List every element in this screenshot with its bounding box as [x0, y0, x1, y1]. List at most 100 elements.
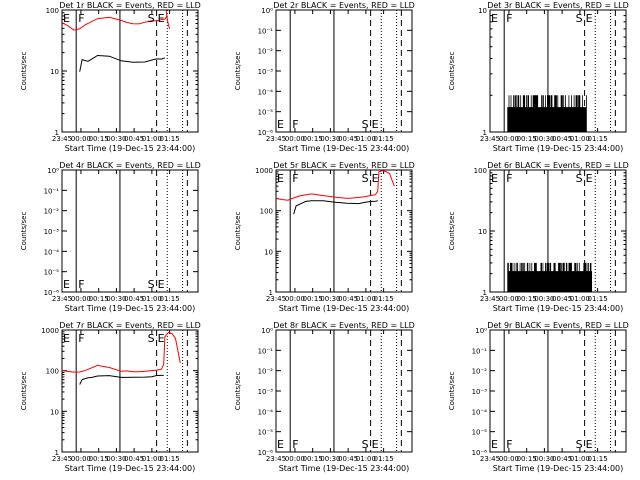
- marker-F: F: [78, 278, 84, 291]
- series-lld-line: [61, 331, 181, 373]
- panel-title: Det 3r BLACK = Events, RED = LLD: [487, 1, 629, 10]
- y-tick-label: 10⁻⁵: [472, 429, 488, 437]
- x-tick-label: 01:15: [160, 295, 180, 303]
- x-tick-label: 00:15: [517, 295, 537, 303]
- y-tick-label: 10⁻²: [258, 368, 274, 376]
- x-tick-label: 01:00: [356, 295, 376, 303]
- x-axis-label: Start Time (19-Dec-15 23:44:00): [279, 464, 410, 473]
- marker-F: F: [292, 172, 298, 185]
- marker-F: F: [506, 12, 512, 25]
- x-tick-label: 00:15: [89, 295, 109, 303]
- x-tick-label: 01:15: [588, 295, 608, 303]
- y-tick-label: 10⁻¹: [472, 347, 488, 355]
- series-events-line: [293, 200, 378, 215]
- marker-E2: E: [372, 172, 379, 185]
- x-axis-label: Start Time (19-Dec-15 23:44:00): [493, 304, 624, 313]
- y-tick-label: 1: [483, 129, 487, 137]
- x-tick-label: 01:00: [570, 135, 590, 143]
- x-tick-label: 00:15: [303, 455, 323, 463]
- x-tick-label: 00:30: [534, 295, 554, 303]
- y-tick-label: 10: [264, 248, 273, 256]
- marker-F: F: [292, 438, 298, 451]
- x-tick-label: 01:15: [374, 455, 394, 463]
- marker-E: E: [277, 438, 284, 451]
- marker-E2: E: [586, 172, 593, 185]
- marker-S: S: [148, 278, 155, 291]
- marker-E: E: [277, 118, 284, 131]
- x-tick-label: 00:30: [320, 455, 340, 463]
- y-tick-label: 100: [474, 167, 487, 175]
- x-tick-label: 00:00: [71, 295, 91, 303]
- x-tick-label: 01:15: [588, 135, 608, 143]
- panel-title: Det 8r BLACK = Events, RED = LLD: [273, 321, 415, 330]
- y-tick-label: 100: [46, 368, 59, 376]
- x-tick-label: 00:45: [552, 295, 572, 303]
- x-tick-label: 00:00: [285, 295, 305, 303]
- x-tick-label: 00:45: [552, 135, 572, 143]
- y-tick-label: 1000: [41, 327, 59, 335]
- y-axis-label: Counts/sec: [234, 372, 242, 411]
- marker-E2: E: [158, 278, 165, 291]
- y-tick-label: 10⁻¹: [258, 347, 274, 355]
- series-spikes: [507, 95, 587, 132]
- plot-frame: [275, 9, 413, 133]
- y-tick-label: 10⁰: [47, 167, 59, 175]
- x-tick-label: 00:00: [285, 135, 305, 143]
- x-tick-label: 00:45: [124, 455, 144, 463]
- marker-F: F: [78, 332, 84, 345]
- series-events-line: [79, 54, 166, 72]
- marker-S: S: [362, 438, 369, 451]
- marker-S: S: [362, 172, 369, 185]
- x-tick-label: 00:30: [534, 135, 554, 143]
- y-tick-label: 10⁻⁴: [44, 248, 60, 256]
- y-tick-label: 10⁰: [261, 7, 273, 15]
- plot-frame: [61, 329, 199, 453]
- y-tick-label: 10⁻⁶: [258, 449, 274, 457]
- y-axis-label: Counts/sec: [234, 212, 242, 251]
- marker-E2: E: [586, 438, 593, 451]
- x-tick-label: 23:45: [266, 135, 286, 143]
- marker-F: F: [292, 118, 298, 131]
- y-tick-label: 1: [269, 289, 273, 297]
- y-tick-label: 10⁻³: [258, 68, 274, 76]
- x-tick-label: 00:45: [552, 455, 572, 463]
- y-tick-label: 10⁻⁵: [44, 269, 60, 277]
- marker-E: E: [277, 172, 284, 185]
- x-tick-label: 00:30: [106, 295, 126, 303]
- y-axis-label: Counts/sec: [234, 52, 242, 91]
- series-spikes: [507, 262, 592, 292]
- y-tick-label: 10⁻⁶: [44, 289, 60, 297]
- panel-4: Det 4r BLACK = Events, RED = LLD Counts/s…: [20, 161, 201, 313]
- x-tick-label: 01:15: [374, 135, 394, 143]
- y-tick-label: 10⁻⁴: [472, 408, 488, 416]
- x-tick-label: 01:00: [142, 295, 162, 303]
- panel-2: Det 2r BLACK = Events, RED = LLD Counts/s…: [234, 1, 415, 153]
- x-tick-label: 01:00: [570, 455, 590, 463]
- y-tick-label: 10⁻⁴: [258, 408, 274, 416]
- y-tick-label: 1: [483, 289, 487, 297]
- x-tick-label: 00:45: [338, 295, 358, 303]
- x-axis-label: Start Time (19-Dec-15 23:44:00): [279, 144, 410, 153]
- y-tick-label: 10: [50, 68, 59, 76]
- y-tick-label: 10⁻¹: [258, 27, 274, 35]
- x-axis-label: Start Time (19-Dec-15 23:44:00): [65, 144, 196, 153]
- y-tick-label: 10⁻³: [472, 388, 488, 396]
- x-tick-label: 01:15: [374, 295, 394, 303]
- x-tick-label: 00:30: [320, 295, 340, 303]
- panel-8: Det 8r BLACK = Events, RED = LLD Counts/s…: [234, 321, 415, 473]
- x-tick-label: 00:15: [303, 295, 323, 303]
- plot-frame: [275, 329, 413, 453]
- x-tick-label: 00:45: [124, 135, 144, 143]
- panel-3: Det 3r BLACK = Events, RED = LLD Counts/s…: [448, 1, 629, 153]
- series-lld-line: [61, 15, 168, 31]
- x-tick-label: 23:45: [480, 295, 500, 303]
- y-tick-label: 1: [55, 129, 59, 137]
- panel-6: Det 6r BLACK = Events, RED = LLD Counts/s…: [448, 161, 629, 313]
- y-tick-label: 10⁻²: [472, 368, 488, 376]
- x-tick-label: 00:30: [106, 135, 126, 143]
- y-axis-label: Counts/sec: [20, 372, 28, 411]
- y-tick-label: 100: [46, 7, 59, 15]
- marker-F: F: [506, 172, 512, 185]
- x-tick-label: 23:45: [480, 455, 500, 463]
